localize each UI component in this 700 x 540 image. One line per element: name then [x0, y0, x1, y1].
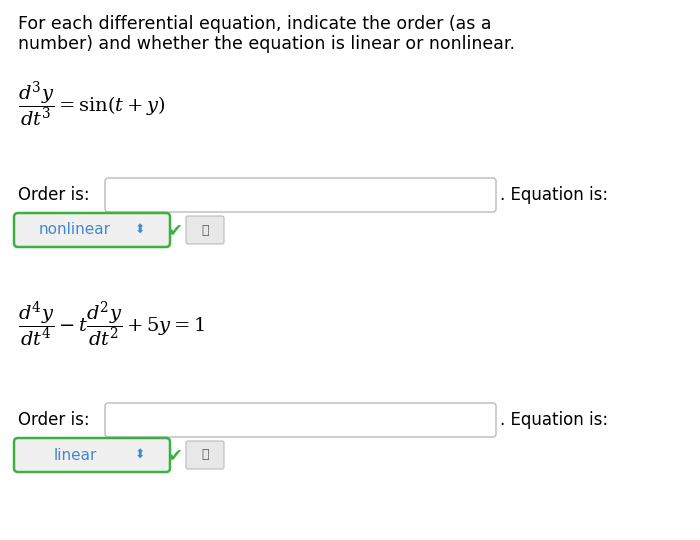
Text: $\dfrac{d^3y}{dt^3} = \sin(t + y)$: $\dfrac{d^3y}{dt^3} = \sin(t + y)$ [18, 80, 165, 130]
Text: 🔑: 🔑 [202, 224, 209, 237]
Text: ⬍: ⬍ [134, 449, 146, 462]
FancyBboxPatch shape [14, 213, 170, 247]
Text: ✔: ✔ [167, 221, 183, 239]
Text: 🔑: 🔑 [202, 449, 209, 462]
FancyBboxPatch shape [105, 178, 496, 212]
FancyBboxPatch shape [105, 403, 496, 437]
Text: Order is:: Order is: [18, 186, 90, 204]
FancyBboxPatch shape [186, 216, 224, 244]
Text: linear: linear [53, 448, 97, 462]
Text: number) and whether the equation is linear or nonlinear.: number) and whether the equation is line… [18, 35, 515, 53]
Text: . Equation is:: . Equation is: [500, 186, 608, 204]
Text: ✔: ✔ [167, 446, 183, 464]
Text: nonlinear: nonlinear [39, 222, 111, 238]
Text: . Equation is:: . Equation is: [500, 411, 608, 429]
FancyBboxPatch shape [14, 438, 170, 472]
Text: For each differential equation, indicate the order (as a: For each differential equation, indicate… [18, 15, 491, 33]
Text: Order is:: Order is: [18, 411, 90, 429]
FancyBboxPatch shape [186, 441, 224, 469]
Text: $\dfrac{d^4y}{dt^4} - t\dfrac{d^2y}{dt^2} + 5y = 1$: $\dfrac{d^4y}{dt^4} - t\dfrac{d^2y}{dt^2… [18, 300, 205, 350]
Text: ⬍: ⬍ [134, 224, 146, 237]
